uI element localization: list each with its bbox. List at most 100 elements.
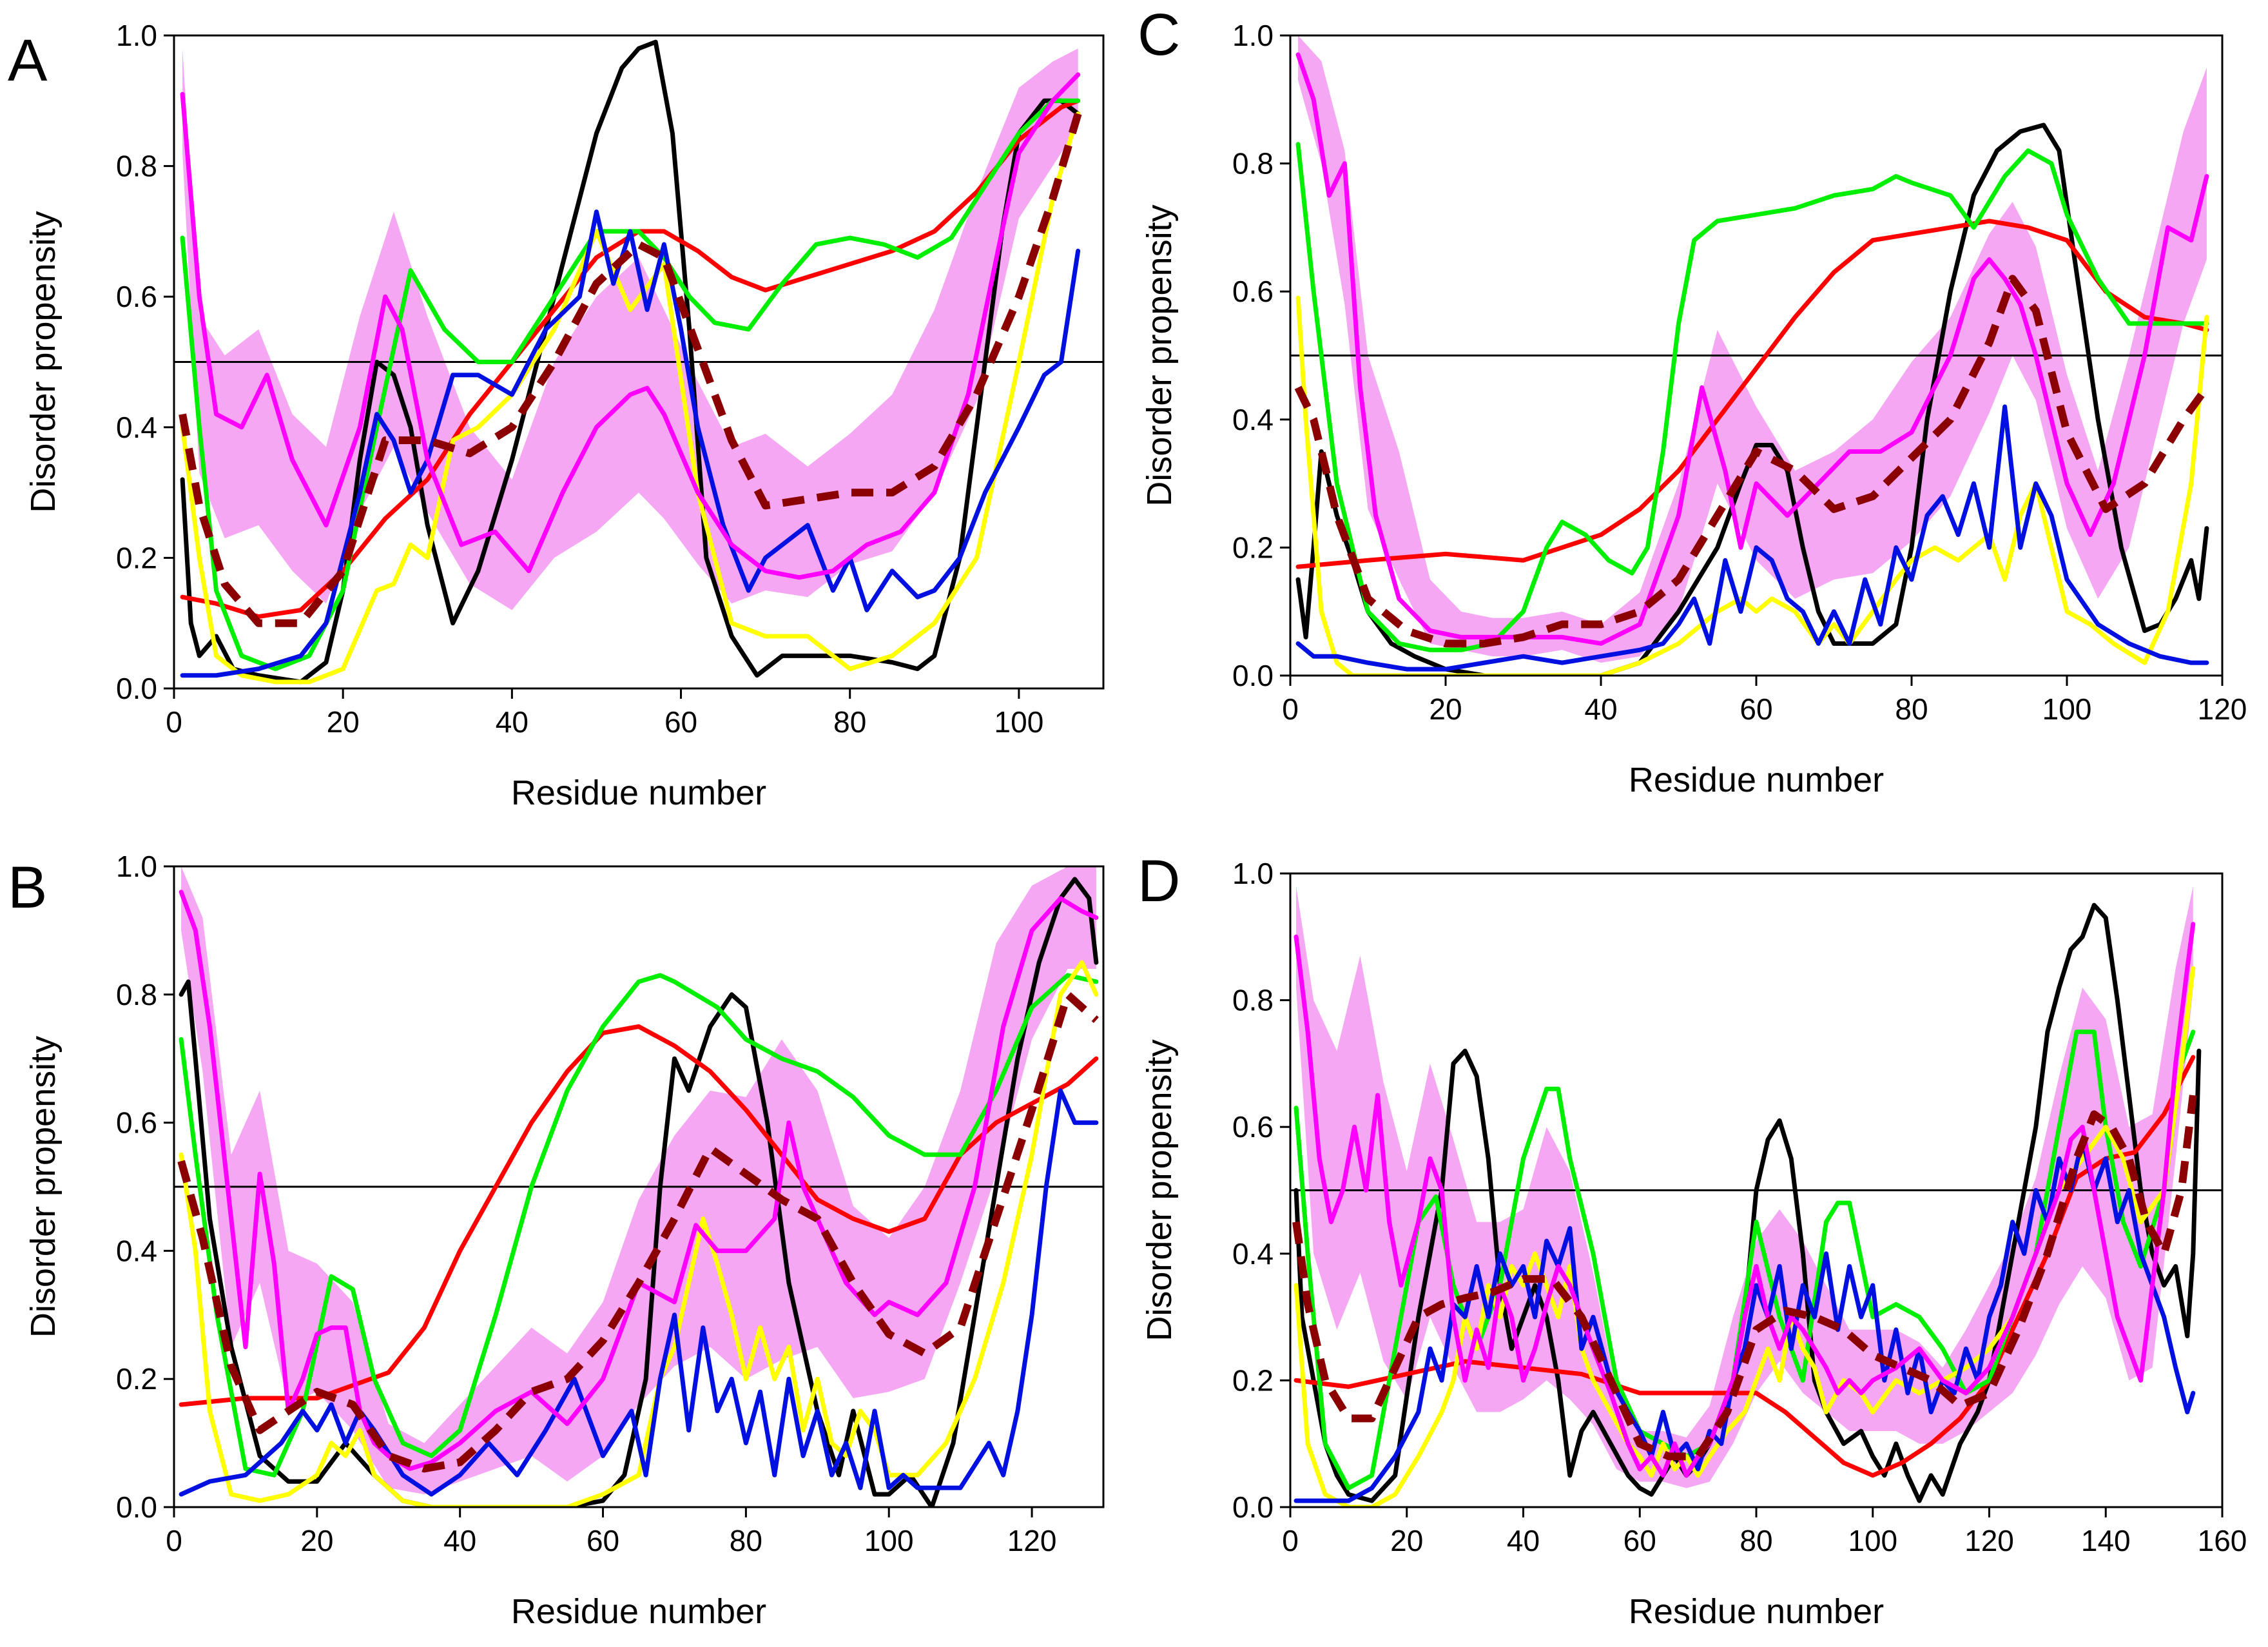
x-axis-title: Residue number <box>1629 1592 1884 1631</box>
panel-a: A 0 20 40 60 80 100 0.0 0.2 0.4 0.6 0.8 1.0 Residue n… <box>8 19 1105 812</box>
series-line-magenta <box>180 72 1081 580</box>
series-line-mean <box>1294 275 2210 648</box>
error-band <box>1298 35 2207 663</box>
series-line-blue <box>1295 404 2209 672</box>
series-line-green <box>179 973 1099 1477</box>
series-line-black <box>1295 122 2209 676</box>
series-line-mean <box>1292 1095 2197 1461</box>
panel-b: B 0 20 40 60 80 100 120 0.0 0.2 0.4 0.6 0.8 1.0 Residu… <box>8 850 1105 1631</box>
y-tick-label: 1.0 <box>1232 857 1274 890</box>
x-tick-label: 120 <box>1964 1524 2014 1557</box>
x-tick-label: 80 <box>1895 692 1928 726</box>
y-tick-label: 0.0 <box>116 1490 157 1524</box>
panel-letter: A <box>8 28 48 93</box>
series-line-red <box>1295 219 2209 569</box>
x-axis-title: Residue number <box>1629 761 1884 799</box>
error-band <box>182 48 1078 610</box>
y-tick-label: 0.0 <box>1232 1490 1274 1524</box>
x-tick-label: 80 <box>730 1524 762 1557</box>
series-line-black <box>1294 902 2202 1503</box>
series-line-green <box>180 98 1081 672</box>
x-tick-label: 120 <box>1007 1524 1057 1557</box>
plot-area <box>1290 35 2222 676</box>
x-tick-label: 0 <box>166 1524 182 1557</box>
y-tick-label: 0.8 <box>1232 147 1274 180</box>
x-tick-label: 20 <box>300 1524 333 1557</box>
x-tick-label: 60 <box>1623 1524 1656 1557</box>
y-tick-label: 0.6 <box>116 280 157 313</box>
x-tick-label: 20 <box>1429 692 1462 726</box>
y-tick-label: 0.6 <box>1232 1110 1274 1144</box>
x-tick-label: 140 <box>2081 1524 2131 1557</box>
series-line-magenta <box>1295 52 2209 646</box>
y-tick-label: 0.8 <box>1232 984 1274 1017</box>
y-axis-title: Disorder propensity <box>24 1036 63 1338</box>
y-tick-label: 0.6 <box>116 1106 157 1140</box>
series-line-red <box>1294 1055 2196 1478</box>
y-tick-label: 0.4 <box>116 1234 157 1267</box>
series-line-mean <box>177 990 1099 1473</box>
y-tick-label: 1.0 <box>116 19 157 52</box>
series-line-yellow <box>179 960 1099 1507</box>
y-tick-label: 0.4 <box>116 411 157 444</box>
x-tick-label: 0 <box>166 705 182 739</box>
x-tick-label: 120 <box>2198 692 2247 726</box>
panel-c: C 0 20 40 60 80 100 120 0.0 0.2 0.4 0.6 0.8 1.0 Residu… <box>1138 2 2247 799</box>
series-line-yellow <box>180 112 1081 685</box>
error-band <box>1296 886 2193 1488</box>
axes-frame <box>173 865 1105 1508</box>
series-line-black <box>179 877 1099 1507</box>
plot-area <box>174 866 1103 1507</box>
series-line-mean <box>179 112 1082 627</box>
x-tick-label: 80 <box>833 705 866 739</box>
panel-letter: C <box>1138 2 1180 68</box>
x-tick-label: 0 <box>1282 1524 1299 1557</box>
y-tick-label: 0.4 <box>1232 403 1274 436</box>
series-line-yellow <box>1295 295 2209 676</box>
x-axis-title: Residue number <box>511 1592 766 1631</box>
plot-area <box>174 39 1103 685</box>
x-tick-label: 160 <box>2198 1524 2247 1557</box>
y-tick-label: 0.6 <box>1232 275 1274 308</box>
y-tick-label: 1.0 <box>1232 19 1274 52</box>
axes-frame <box>173 34 1105 690</box>
plot-area <box>1290 886 2222 1507</box>
x-tick-label: 20 <box>1390 1524 1423 1557</box>
x-tick-label: 40 <box>1507 1524 1540 1557</box>
x-tick-label: 60 <box>664 705 697 739</box>
series-line-green <box>1294 1029 2196 1491</box>
panel-d: D 0 20 40 60 80 100 120 140 160 0.0 0.2 0.4 0.6 0.8 1.0… <box>1138 848 2247 1631</box>
y-axis-title: Disorder propensity <box>1140 204 1179 506</box>
y-tick-label: 0.8 <box>116 150 157 183</box>
panel-letter: B <box>8 855 47 921</box>
y-tick-label: 0.2 <box>1232 1363 1274 1397</box>
x-tick-label: 40 <box>1584 692 1617 726</box>
x-tick-label: 100 <box>1848 1524 1897 1557</box>
y-tick-label: 0.4 <box>1232 1237 1274 1271</box>
y-tick-label: 0.8 <box>116 978 157 1011</box>
x-tick-label: 40 <box>496 705 528 739</box>
y-tick-label: 0.0 <box>116 672 157 705</box>
series-line-magenta <box>179 890 1099 1471</box>
x-axis-title: Residue number <box>511 774 766 812</box>
x-tick-label: 40 <box>443 1524 476 1557</box>
y-axis-title: Disorder propensity <box>24 211 63 512</box>
series-line-yellow <box>1294 966 2196 1507</box>
y-axis-title: Disorder propensity <box>1140 1039 1179 1341</box>
y-tick-label: 0.2 <box>1232 531 1274 564</box>
x-tick-label: 100 <box>864 1524 914 1557</box>
x-tick-label: 0 <box>1282 692 1299 726</box>
y-tick-label: 0.2 <box>116 541 157 574</box>
series-line-green <box>1295 142 2209 652</box>
y-tick-label: 0.0 <box>1232 659 1274 692</box>
error-band <box>181 866 1096 1495</box>
y-tick-label: 0.2 <box>116 1362 157 1396</box>
x-tick-label: 60 <box>586 1524 619 1557</box>
series-line-blue <box>180 210 1081 678</box>
x-tick-label: 100 <box>2042 692 2092 726</box>
x-tick-label: 100 <box>994 705 1044 739</box>
x-tick-label: 20 <box>327 705 360 739</box>
x-tick-label: 60 <box>1740 692 1772 726</box>
y-tick-label: 1.0 <box>116 850 157 883</box>
